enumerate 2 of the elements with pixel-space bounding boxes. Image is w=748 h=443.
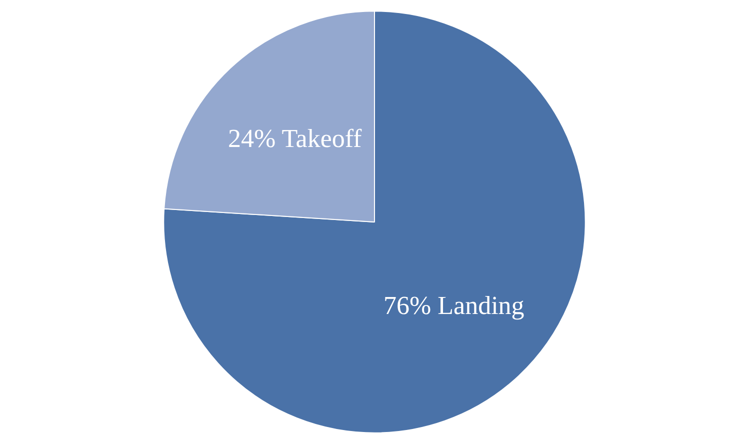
slice-label: 24% Takeoff	[228, 124, 362, 154]
slice-label: 76% Landing	[383, 290, 524, 320]
